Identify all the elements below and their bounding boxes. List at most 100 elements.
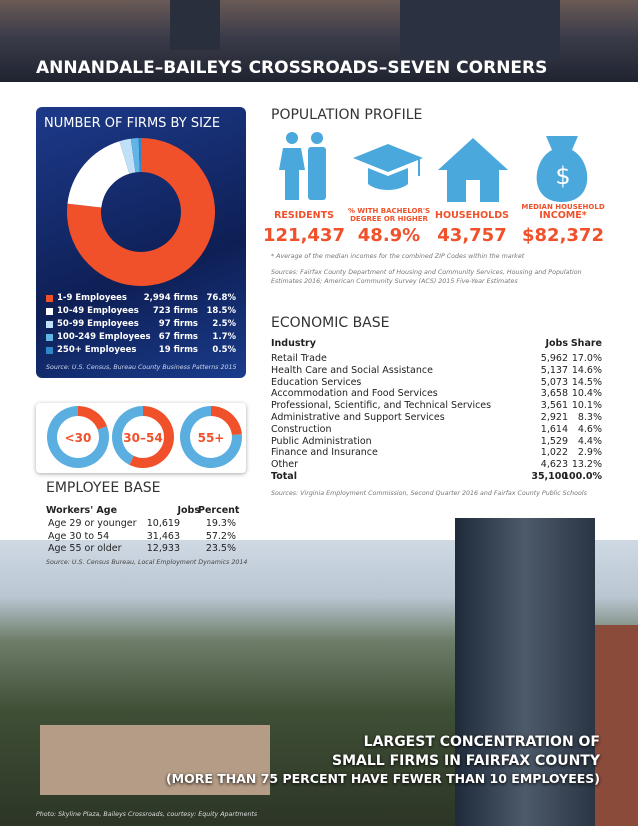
economic-cell: 14.6% [571, 364, 602, 376]
legend-share: 2.5% [212, 319, 236, 329]
legend-swatch [46, 321, 53, 328]
economic-cell: Other [271, 459, 298, 471]
age-donut-rest [112, 406, 143, 465]
population-note: * Average of the median incomes for the … [271, 253, 525, 260]
economic-header: Industry [271, 338, 316, 349]
legend-share: 76.8% [206, 293, 237, 303]
legend-swatch [46, 308, 53, 315]
legend-share: 0.5% [212, 345, 236, 355]
economic-cell: 14.5% [571, 376, 602, 388]
economic-header: Jobs [545, 338, 568, 349]
economic-cell: 13.2% [571, 459, 602, 471]
dollar-symbol: $ [555, 162, 570, 190]
photo-caption: Photo: Skyline Plaza, Baileys Crossroads… [36, 811, 258, 818]
legend-firms: 67 firms [158, 332, 198, 342]
employee-age: Age 29 or younger [48, 518, 137, 529]
building [595, 625, 638, 826]
legend-share: 1.7% [212, 332, 236, 342]
donut-segment [67, 138, 216, 286]
economic-cell: 1,529 [540, 435, 568, 447]
employee-source: Source: U.S. Census Bureau, Local Employ… [46, 559, 248, 566]
legend-swatch [46, 334, 53, 341]
employee-header: Percent [198, 505, 240, 516]
economic-cell: Health Care and Social Assistance [271, 364, 433, 376]
economic-header: Share [570, 338, 602, 349]
age-donut-rest [47, 406, 109, 468]
legend-firms: 19 firms [158, 345, 198, 355]
population-icons: $ [279, 132, 588, 202]
donut-segment [130, 138, 140, 173]
economic-cell: 4.4% [577, 435, 602, 447]
age-donuts: <30 30–54 55+ [47, 406, 243, 468]
legend-firms: 723 firms [152, 306, 198, 316]
population-value: 43,757 [437, 225, 507, 246]
economic-cell: Retail Trade [271, 353, 327, 364]
population-label: HOUSEHOLDS [435, 210, 509, 221]
economic-cell: 3,561 [540, 400, 568, 412]
employee-age: Age 55 or older [48, 543, 122, 554]
employee-jobs: 10,619 [146, 518, 180, 529]
population-label-small: MEDIAN HOUSEHOLD [521, 203, 605, 211]
firms-source: Source: U.S. Census, Bureau County Busin… [46, 364, 237, 371]
economic-cell: Construction [271, 423, 332, 435]
age-donut-rest [179, 406, 243, 468]
employee-jobs: 31,463 [146, 530, 180, 542]
population-title: POPULATION PROFILE [271, 107, 423, 123]
age-donut-segment [211, 406, 242, 436]
legend-label: 100-249 Employees [57, 332, 151, 342]
callout-line: SMALL FIRMS IN FAIRFAX COUNTY [332, 752, 600, 769]
age-donut-label: 55+ [198, 431, 225, 445]
donut-segment [67, 141, 130, 208]
donut-segment [119, 138, 136, 174]
population-value: $82,372 [522, 225, 604, 246]
employee-percent: 57.2% [205, 530, 236, 542]
population-label: % WITH BACHELOR'S DEGREE OR HIGHER [347, 207, 431, 223]
economic-cell: 1,614 [540, 423, 568, 435]
economic-title: ECONOMIC BASE [271, 315, 390, 331]
legend-label: 250+ Employees [57, 345, 137, 355]
economic-cell: Accommodation and Food Services [271, 388, 438, 400]
legend-swatch [46, 295, 53, 302]
economic-cell: 1,022 [540, 447, 568, 459]
age-donut-segment [78, 406, 108, 430]
economic-cell: Administrative and Support Services [271, 412, 445, 423]
population-value: 121,437 [263, 225, 345, 246]
employee-header: Workers' Age [46, 505, 118, 516]
firms-title: NUMBER OF FIRMS BY SIZE [44, 116, 221, 131]
economic-cell: 8.3% [577, 412, 602, 423]
economic-cell: 4.6% [577, 423, 602, 435]
legend-firms: 97 firms [158, 319, 198, 329]
legend-label: 10-49 Employees [57, 306, 139, 316]
employee-percent: 23.5% [205, 543, 236, 554]
top-buildings [400, 0, 560, 60]
tower [455, 518, 595, 826]
age-donut-segment [129, 406, 174, 468]
economic-cell: 3,658 [540, 388, 568, 400]
legend-label: 1-9 Employees [57, 293, 127, 303]
economic-source: Sources: Virginia Employment Commission,… [271, 490, 587, 497]
economic-cell: Professional, Scientific, and Technical … [271, 400, 492, 412]
donut-segment [138, 138, 141, 173]
house-icon [438, 138, 508, 202]
employee-age: Age 30 to 54 [48, 530, 110, 542]
economic-cell: 2.9% [577, 447, 602, 459]
people-icon [279, 132, 326, 200]
legend-label: 50-99 Employees [57, 319, 139, 329]
top-buildings [170, 0, 220, 50]
legend-swatch [46, 347, 53, 354]
callout-line: (MORE THAN 75 PERCENT HAVE FEWER THAN 10… [165, 771, 600, 786]
economic-cell: Finance and Insurance [271, 447, 378, 459]
age-donut-label: 30–54 [123, 431, 162, 445]
economic-cell: Education Services [271, 376, 362, 388]
economic-cell: 17.0% [571, 353, 602, 364]
building [40, 725, 270, 795]
bag-icon: $ [536, 136, 588, 202]
economic-cell: Public Administration [271, 435, 372, 447]
economic-cell: Total [271, 471, 297, 482]
economic-cell: 2,921 [540, 412, 568, 423]
legend-share: 18.5% [206, 306, 237, 316]
employee-percent: 19.3% [205, 518, 236, 529]
economic-cell: 5,962 [540, 353, 568, 364]
cap-icon [353, 144, 423, 190]
